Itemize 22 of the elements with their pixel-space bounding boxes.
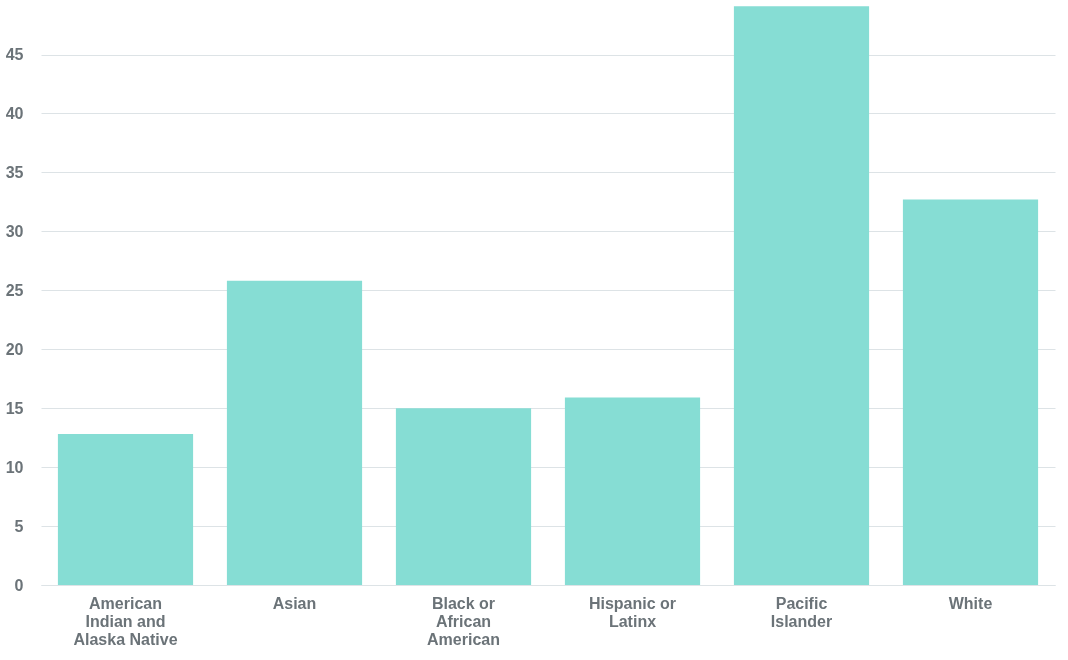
y-tick-label: 35 <box>5 163 24 181</box>
y-tick-label: 30 <box>5 222 24 240</box>
y-tick-label: 40 <box>5 104 24 122</box>
y-tick-label: 0 <box>14 576 24 594</box>
bar <box>57 434 194 585</box>
y-tick-label: 45 <box>5 46 24 64</box>
x-tick-label: Asian <box>272 594 317 612</box>
x-tick-label: American Indian and Alaska Native <box>73 594 178 648</box>
x-tick-label: White <box>948 594 993 612</box>
y-tick-label: 25 <box>5 281 24 299</box>
y-tick-label: 5 <box>14 517 24 535</box>
y-tick-label: 10 <box>5 458 24 476</box>
bar <box>395 408 532 585</box>
bar <box>564 397 701 585</box>
y-tick-label: 15 <box>5 399 24 417</box>
x-tick-label: Hispanic or Latinx <box>588 594 677 630</box>
y-tick-label: 20 <box>5 340 24 358</box>
x-tick-label: Pacific Islander <box>770 594 833 630</box>
x-tick-label: Black or African American <box>427 594 500 648</box>
bar <box>226 280 363 585</box>
bar <box>902 199 1039 585</box>
bar <box>733 6 870 585</box>
